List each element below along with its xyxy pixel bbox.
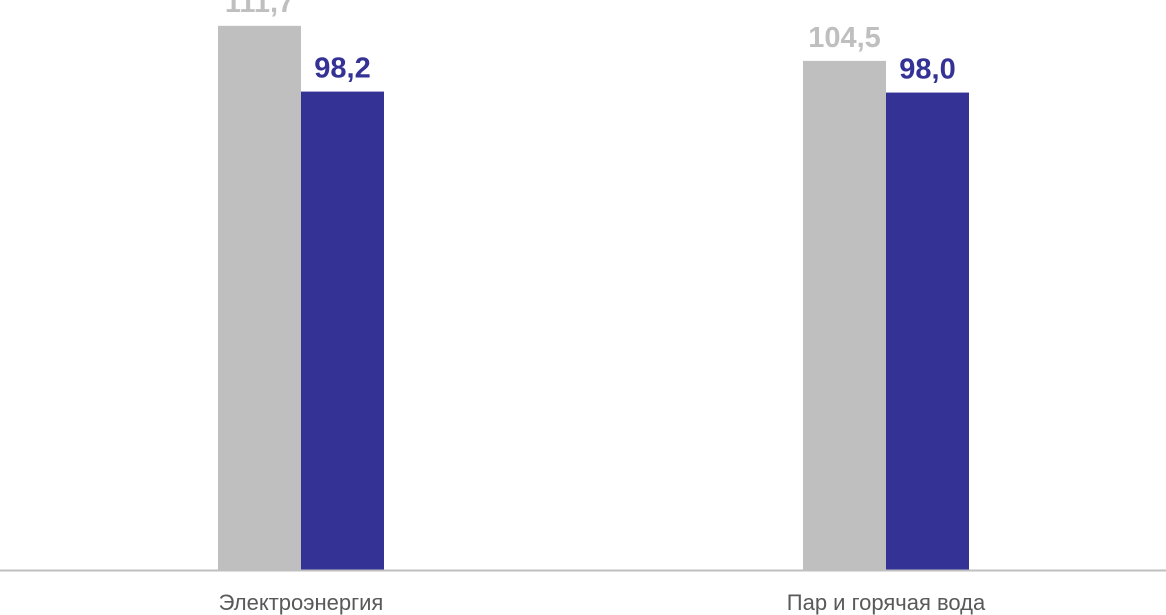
bar-1-series-1 <box>218 25 301 571</box>
value-labels-group: 111,7 98,2 104,5 98,0 <box>225 0 956 86</box>
data-label-2-series-2: 98,0 <box>899 54 955 86</box>
category-labels-group: Электроэнергия Пар и горячая вода <box>219 590 986 615</box>
category-label-2: Пар и горячая вода <box>787 590 986 615</box>
category-label-1: Электроэнергия <box>219 590 384 615</box>
bar-1-series-2 <box>301 91 384 570</box>
data-label-2-series-1: 104,5 <box>808 22 881 54</box>
bar-2-series-2 <box>886 92 969 571</box>
bars-group <box>218 25 969 571</box>
data-label-1-series-1: 111,7 <box>225 0 294 19</box>
data-label-1-series-2: 98,2 <box>314 53 370 85</box>
bar-2-series-1 <box>803 60 886 571</box>
